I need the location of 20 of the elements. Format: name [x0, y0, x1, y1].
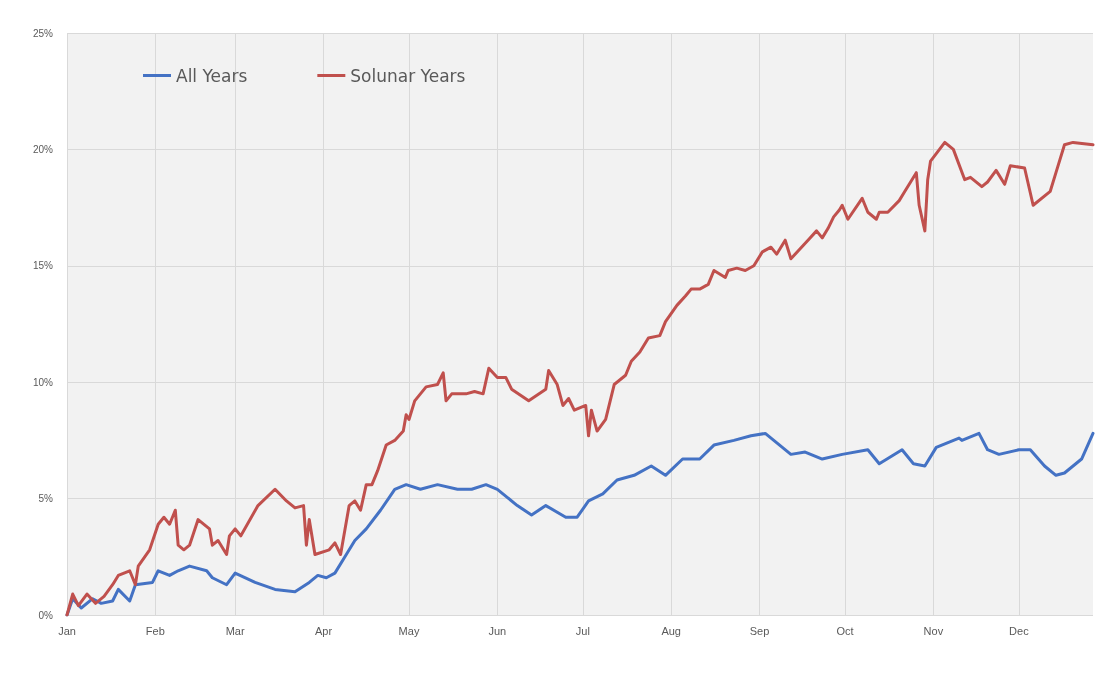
y-tick-label: 10%: [32, 376, 54, 388]
y-tick-label: 15%: [32, 260, 54, 272]
y-tick-label: 5%: [38, 493, 54, 505]
x-tick-label: Jan: [58, 624, 76, 637]
x-tick-label: Dec: [1009, 624, 1030, 637]
x-tick-label: May: [398, 624, 420, 637]
x-tick-label: Feb: [145, 624, 165, 637]
x-tick-label: Jun: [488, 624, 507, 637]
x-tick-label: Jul: [575, 624, 590, 637]
x-tick-label: Sep: [749, 624, 770, 637]
x-tick-label: Apr: [314, 624, 333, 637]
x-tick-label: Aug: [661, 624, 681, 637]
y-tick-label: 0%: [38, 609, 54, 621]
x-tick-label: Nov: [923, 624, 944, 637]
legend-label: All Years: [176, 65, 248, 86]
x-tick-label: Oct: [836, 624, 854, 637]
x-tick-label: Mar: [225, 624, 245, 637]
legend-label: Solunar Years: [350, 65, 466, 86]
y-tick-label: 20%: [32, 143, 54, 155]
y-tick-label: 25%: [32, 27, 54, 39]
